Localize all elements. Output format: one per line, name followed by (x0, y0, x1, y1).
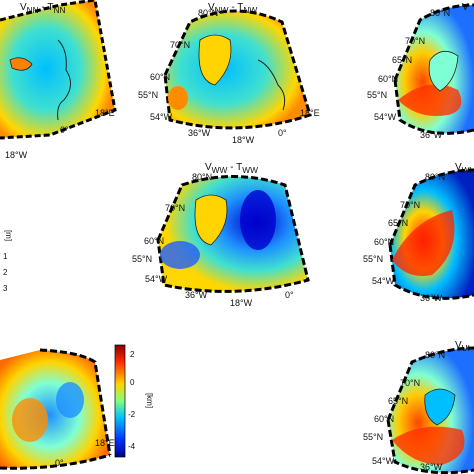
tr-lon54: 54°W (374, 112, 397, 122)
panel-bottom-left (0, 348, 112, 470)
br-lat60: 60°N (374, 414, 395, 424)
mm-lat80: 80°N (192, 172, 213, 182)
panel-title-mid-right: VWI (455, 162, 472, 175)
mr-lat65: 65°N (388, 218, 409, 228)
br-lat65: 65°N (388, 396, 409, 406)
panel-top-right (393, 3, 474, 135)
panel-mid-right (388, 168, 474, 300)
panel-ww (156, 175, 310, 293)
panel-title-nw: VNW - TNW (208, 2, 257, 15)
tm-lat80: 80°N (198, 8, 219, 18)
mm-lon0: 0° (285, 290, 294, 300)
bl-lon0: 0° (55, 458, 64, 468)
title-sub2: WW (242, 165, 258, 175)
tl-lon18w: 18°W (5, 150, 28, 160)
tl-lon18e: 18°E (95, 108, 115, 118)
mm-lat60: 60°N (144, 236, 165, 246)
br-lon36: 36°W (420, 462, 443, 472)
mm-lat55: 55°N (132, 254, 153, 264)
tm-lon54: 54°W (150, 112, 173, 122)
title-sub2: NN (53, 5, 66, 15)
title-sub2: NW (243, 5, 258, 15)
mr-lat80: 80°N (425, 172, 446, 182)
title-v: V (20, 2, 27, 13)
mm-lon36: 36°W (185, 290, 208, 300)
panel-title-top-right: V (462, 2, 469, 13)
tr-lon36: 36°W (420, 130, 443, 140)
mr-lat55: 55°N (363, 254, 384, 264)
tm-lon18e: 18°E (300, 108, 320, 118)
tr-lat70: 70°N (405, 36, 426, 46)
title-v: V (455, 340, 462, 351)
colorbar-unit: [km] (145, 392, 155, 409)
left-cb-unit: [m] (4, 229, 14, 242)
left-cb-tick-3: 3 (3, 284, 8, 293)
mm-lon54: 54°W (145, 274, 168, 284)
tr-lat55: 55°N (367, 90, 388, 100)
title-sub: NW (214, 5, 229, 15)
mr-lat60: 60°N (374, 237, 395, 247)
panel-bottom-right (386, 346, 474, 474)
title-sep: - T (228, 2, 244, 13)
panel-nw (163, 9, 312, 130)
title-sep: - T (227, 162, 243, 173)
tr-lat80: 80°N (430, 8, 451, 18)
panel-title-ww: VWW - TWW (205, 162, 258, 175)
mr-lon36: 36°W (420, 293, 443, 303)
left-cb-tick-1: 1 (3, 252, 8, 261)
title-v: V (205, 162, 212, 173)
colorbar-tick-m4: -4 (128, 442, 136, 451)
mr-lon54: 54°W (372, 276, 395, 286)
br-lon54: 54°W (372, 456, 395, 466)
panel-title-nn: VNN - TNN (20, 2, 66, 15)
tl-lon0: 0° (60, 125, 69, 135)
colorbar-tick-2: 2 (130, 350, 135, 359)
panel-title-bot-right: VUI (455, 340, 470, 353)
title-v: V (455, 162, 462, 173)
tm-lat60: 60°N (150, 72, 171, 82)
left-cb-tick-2: 2 (3, 268, 8, 277)
tm-lat55: 55°N (138, 90, 159, 100)
br-lat80: 80°N (425, 350, 446, 360)
mm-lon18: 18°W (230, 298, 253, 308)
title-sub: WW (211, 165, 228, 175)
mm-lat70: 70°N (165, 203, 186, 213)
colorbar-tick-0: 0 (130, 378, 135, 387)
title-v: V (208, 2, 215, 13)
title-sub: WI (461, 165, 472, 175)
tm-lat70: 70°N (170, 40, 191, 50)
colorbar (114, 344, 126, 458)
tm-lon0: 0° (278, 128, 287, 138)
mr-lat70: 70°N (400, 200, 421, 210)
br-lat70: 70°N (400, 378, 421, 388)
title-v: V (462, 2, 469, 13)
tm-lon36: 36°W (188, 128, 211, 138)
title-sep: - T (38, 2, 54, 13)
bl-lon18e: 18°E (95, 438, 115, 448)
title-sub: NN (26, 5, 39, 15)
panel-nn (0, 0, 117, 140)
colorbar-tick-m2: -2 (128, 410, 136, 419)
title-sub: UI (461, 343, 471, 353)
tr-lat60: 60°N (378, 74, 399, 84)
tr-lat65: 65°N (392, 55, 413, 65)
br-lat55: 55°N (363, 432, 384, 442)
tm-lon18: 18°W (232, 135, 255, 145)
